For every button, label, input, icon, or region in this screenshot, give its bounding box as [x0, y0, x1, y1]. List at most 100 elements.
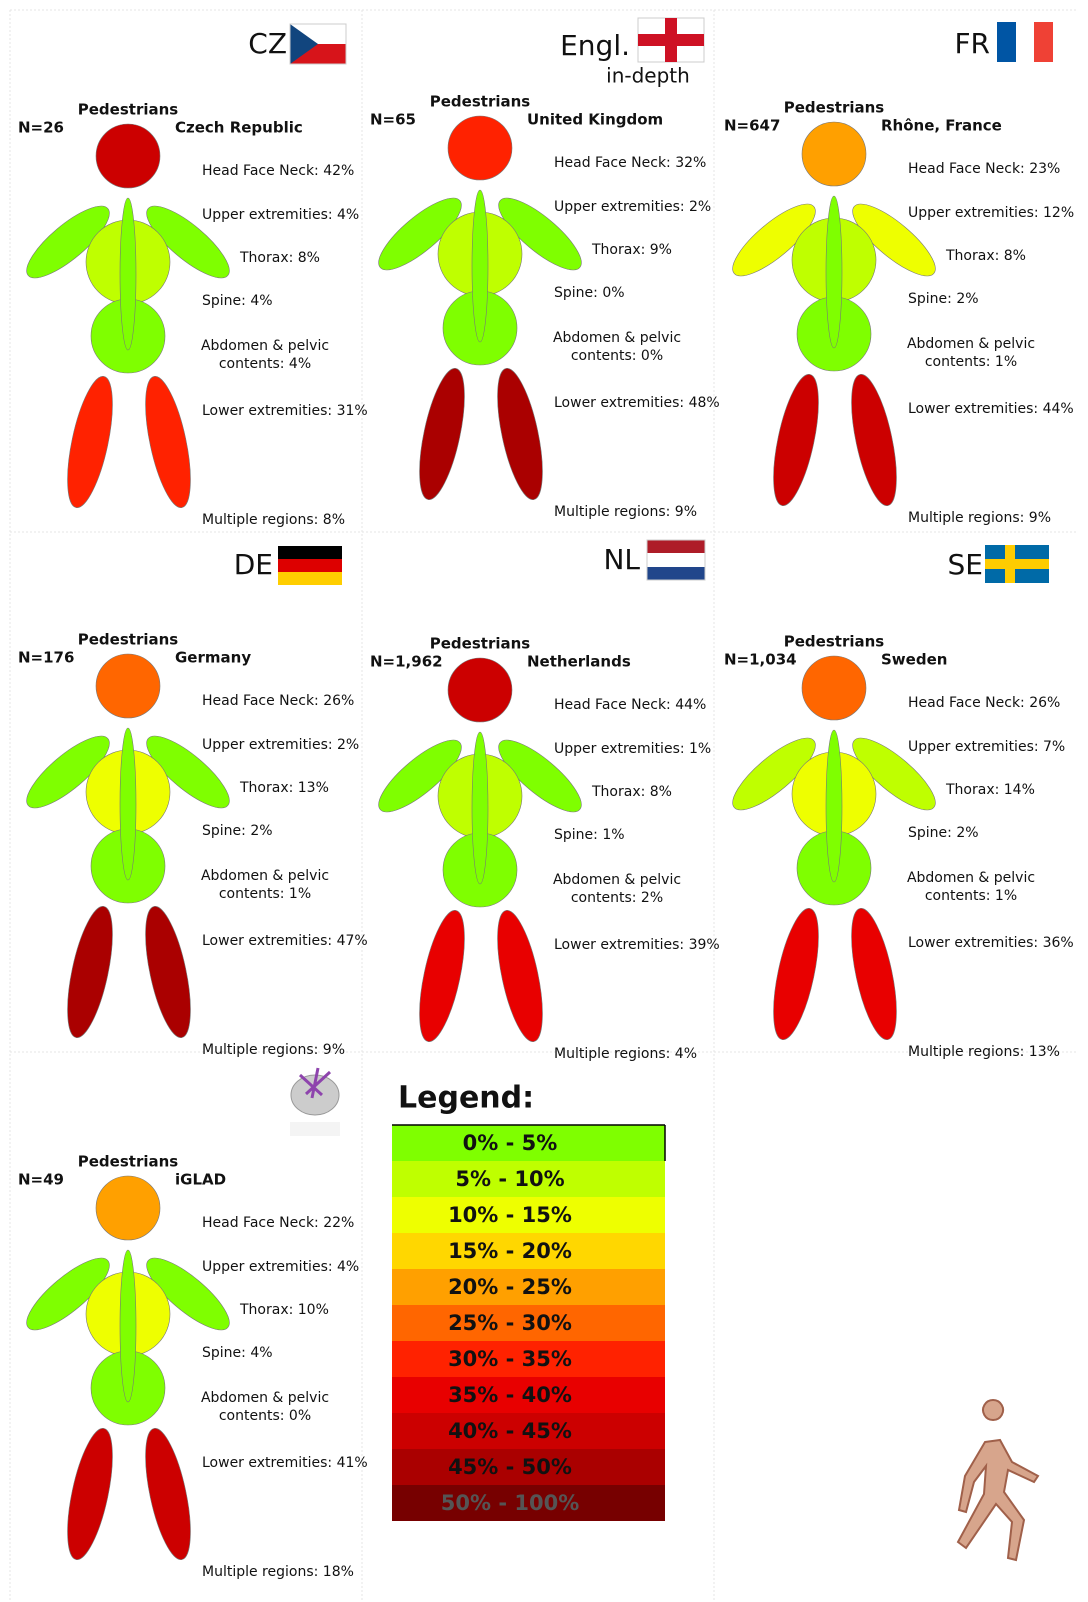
- upper-label: Upper extremities: 2%: [554, 199, 711, 215]
- abdomen-label: Abdomen & pelvic: [201, 1390, 329, 1406]
- abdomen-label: contents: 4%: [219, 356, 311, 372]
- head: [96, 654, 160, 718]
- thorax-label: Thorax: 8%: [591, 784, 672, 800]
- thorax-label: Thorax: 8%: [239, 250, 320, 266]
- sample-size: N=647: [724, 117, 780, 135]
- right-leg: [136, 1425, 199, 1564]
- group-label: Pedestrians: [784, 633, 885, 651]
- abdomen-label: contents: 2%: [571, 890, 663, 906]
- legend-label: 0% - 5%: [463, 1131, 558, 1155]
- multiple-label: Multiple regions: 4%: [554, 1046, 697, 1062]
- lower-label: Lower extremities: 47%: [202, 933, 368, 949]
- thorax-label: Thorax: 14%: [945, 782, 1035, 798]
- right-leg: [136, 373, 199, 512]
- head-label: Head Face Neck: 32%: [554, 155, 706, 171]
- flag-fr: [997, 22, 1053, 62]
- multiple-label: Multiple regions: 13%: [908, 1044, 1060, 1060]
- group-label: Pedestrians: [430, 635, 531, 653]
- legend-label: 25% - 30%: [448, 1311, 572, 1335]
- legend-label: 40% - 45%: [448, 1419, 572, 1443]
- legend-label: 45% - 50%: [448, 1455, 572, 1479]
- head: [802, 656, 866, 720]
- group-label: Pedestrians: [78, 631, 179, 649]
- lower-label: Lower extremities: 39%: [554, 937, 720, 953]
- right-leg: [488, 907, 551, 1046]
- sample-size: N=1,962: [370, 653, 443, 671]
- abdomen-label: Abdomen & pelvic: [201, 868, 329, 884]
- spine: [120, 728, 136, 880]
- upper-label: Upper extremities: 4%: [202, 207, 359, 223]
- region-label: Germany: [175, 649, 251, 667]
- spine: [826, 196, 842, 348]
- lower-label: Lower extremities: 36%: [908, 935, 1074, 951]
- upper-label: Upper extremities: 1%: [554, 741, 711, 757]
- region-label: iGLAD: [175, 1171, 226, 1189]
- sample-size: N=65: [370, 111, 416, 129]
- abdomen-label: contents: 1%: [925, 888, 1017, 904]
- sample-size: N=49: [18, 1171, 64, 1189]
- head: [448, 116, 512, 180]
- head-label: Head Face Neck: 44%: [554, 697, 706, 713]
- left-leg: [764, 905, 827, 1044]
- head: [802, 122, 866, 186]
- panel: N=1,962PedestriansNetherlands Head Face N…: [369, 635, 719, 1063]
- group-label: Pedestrians: [78, 1153, 179, 1171]
- legend: 0% - 5%5% - 10%10% - 15%15% - 20%20% - 2…: [392, 1125, 665, 1521]
- legend-label: 10% - 15%: [448, 1203, 572, 1227]
- panel: N=647PedestriansRhône, FranceHead Face N…: [723, 99, 1074, 527]
- group-label: Pedestrians: [430, 93, 531, 111]
- head-label: Head Face Neck: 22%: [202, 1215, 354, 1231]
- head: [96, 1176, 160, 1240]
- sample-size: N=26: [18, 119, 64, 137]
- thorax-label: Thorax: 10%: [239, 1302, 329, 1318]
- thorax-label: Thorax: 9%: [591, 242, 672, 258]
- sample-size: N=176: [18, 649, 74, 667]
- head: [448, 658, 512, 722]
- flag-nl: [647, 540, 705, 580]
- left-leg: [58, 1425, 121, 1564]
- abdomen-label: contents: 0%: [219, 1408, 311, 1424]
- multiple-label: Multiple regions: 9%: [554, 504, 697, 520]
- country-code: SE: [948, 548, 983, 581]
- spine-label: Spine: 1%: [554, 827, 625, 843]
- head-label: Head Face Neck: 23%: [908, 161, 1060, 177]
- abdomen-label: Abdomen & pelvic: [553, 330, 681, 346]
- spine-label: Spine: 2%: [908, 825, 979, 841]
- thorax-label: Thorax: 13%: [239, 780, 329, 796]
- legend-label: 15% - 20%: [448, 1239, 572, 1263]
- spine: [826, 730, 842, 882]
- spine: [120, 1250, 136, 1402]
- right-leg: [842, 371, 905, 510]
- flag-de: [278, 546, 342, 585]
- sample-size: N=1,034: [724, 651, 797, 669]
- lower-label: Lower extremities: 31%: [202, 403, 368, 419]
- head-label: Head Face Neck: 26%: [908, 695, 1060, 711]
- right-leg: [136, 903, 199, 1042]
- country-subcode: in-depth: [606, 64, 690, 88]
- upper-label: Upper extremities: 12%: [908, 205, 1074, 221]
- country-code: DE: [234, 548, 273, 581]
- infographic: CZ Engl. in-depth FR DE NL SE Legend: 0%…: [0, 0, 1088, 1602]
- legend-label: 5% - 10%: [455, 1167, 564, 1191]
- legend-label: 50% - 100%: [441, 1491, 579, 1515]
- thorax-label: Thorax: 8%: [945, 248, 1026, 264]
- legend-label: 35% - 40%: [448, 1383, 572, 1407]
- right-leg: [842, 905, 905, 1044]
- upper-label: Upper extremities: 2%: [202, 737, 359, 753]
- country-code: Engl.: [560, 29, 630, 62]
- flag-england: [638, 18, 704, 62]
- region-label: Sweden: [881, 651, 947, 669]
- spine-label: Spine: 2%: [202, 823, 273, 839]
- iglad-logo: [290, 1068, 340, 1136]
- spine-label: Spine: 0%: [554, 285, 625, 301]
- spine-label: Spine: 4%: [202, 1345, 273, 1361]
- country-code: NL: [603, 543, 640, 576]
- region-label: Netherlands: [527, 653, 631, 671]
- panel: N=65 PedestriansUnited Kingdom Head Face N…: [369, 93, 719, 521]
- region-label: United Kingdom: [527, 111, 663, 129]
- country-code: FR: [954, 27, 990, 60]
- abdomen-label: Abdomen & pelvic: [907, 870, 1035, 886]
